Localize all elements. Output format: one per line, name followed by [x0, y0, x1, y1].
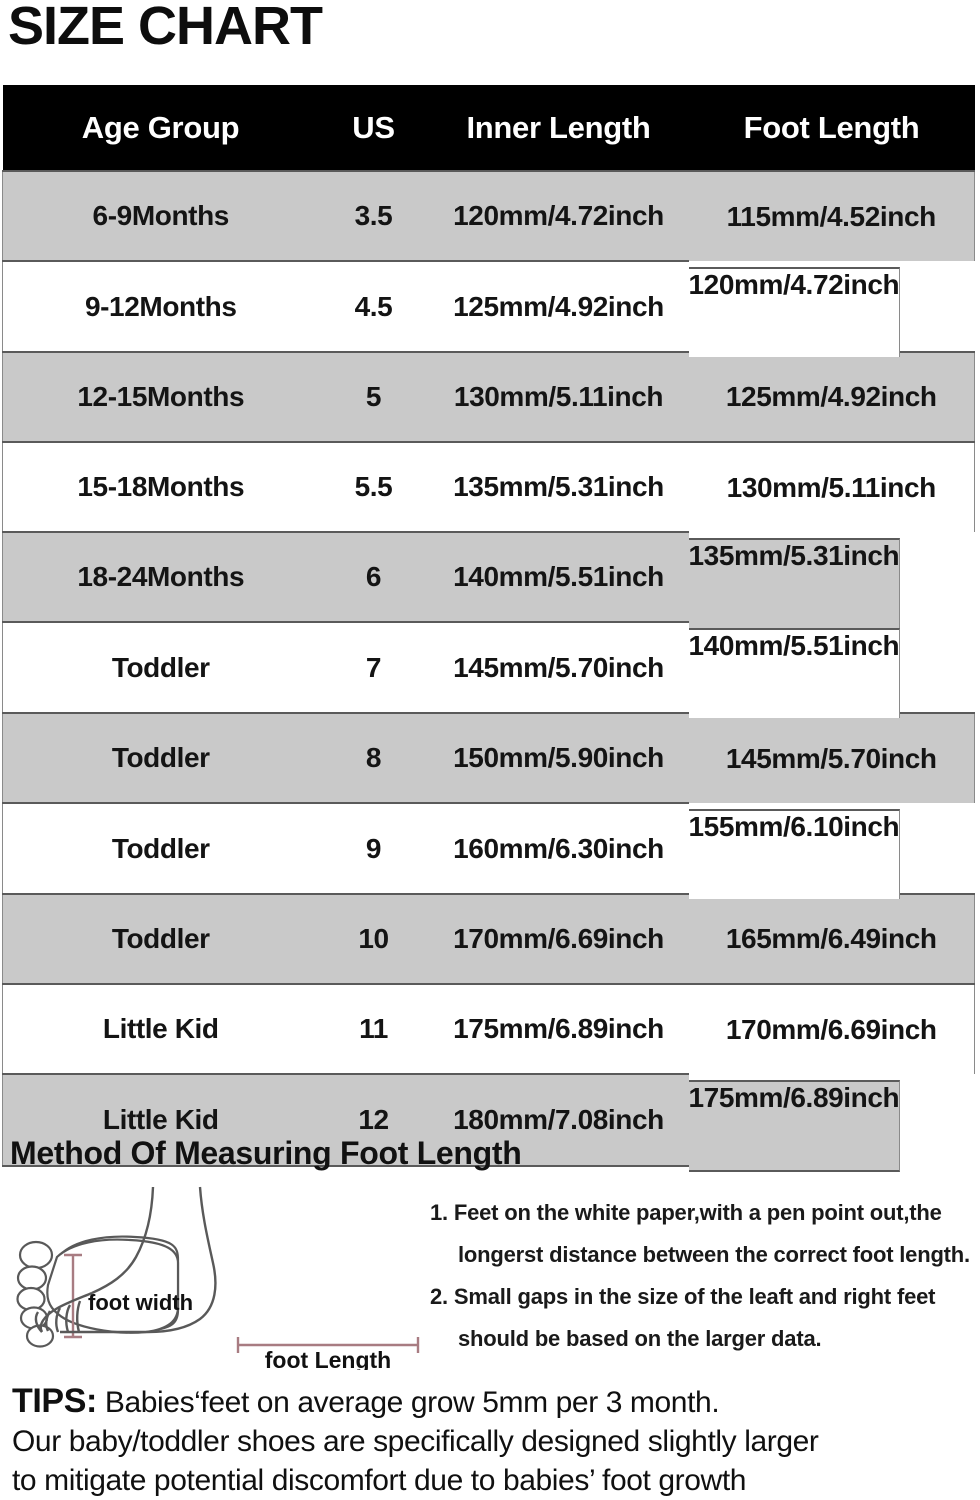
- cell-us: 8: [318, 712, 429, 803]
- cell-age-group: Toddler: [2, 893, 319, 984]
- column-header-us: US: [352, 109, 395, 145]
- foot-length-label: foot Length: [265, 1347, 391, 1370]
- cell-age-group: 12-15Months: [2, 351, 319, 442]
- column-header-inner-length: Inner Length: [466, 109, 651, 145]
- table-body: 6-9Months 3.5 120mm/4.72inch 115mm/4.52i…: [2, 170, 975, 1172]
- cell-us: 5.5: [318, 441, 429, 532]
- cell-foot-length: 145mm/5.70inch: [688, 712, 975, 803]
- cell-age-group: Toddler: [2, 802, 319, 894]
- cell-us: 10: [318, 893, 429, 984]
- cell-foot-length: 170mm/6.69inch: [688, 983, 975, 1074]
- cell-foot-length: 165mm/6.49inch: [688, 893, 975, 984]
- table-row: Little Kid 12 180mm/7.08inch 175mm/6.89i…: [2, 1073, 975, 1172]
- cell-inner-length: 170mm/6.69inch: [428, 893, 689, 984]
- cell-us: 5: [318, 351, 429, 442]
- tips-text-1: Babies‘feet on average grow 5mm per 3 mo…: [104, 1386, 720, 1419]
- cell-foot-length: 130mm/5.11inch: [688, 441, 975, 532]
- cell-inner-length: 180mm/7.08inch: [428, 1073, 689, 1167]
- cell-foot-length: 135mm/5.31inch: [688, 538, 901, 628]
- measurement-instructions: 1. Feet on the white paper,with a pen po…: [430, 1192, 975, 1360]
- table-row: Toddler 7 145mm/5.70inch 140mm/5.51inch: [2, 621, 975, 718]
- table-row: 6-9Months 3.5 120mm/4.72inch 115mm/4.52i…: [2, 170, 975, 261]
- table-row: Toddler 8 150mm/5.90inch 145mm/5.70inch: [2, 712, 975, 803]
- table-row: 18-24Months 6 140mm/5.51inch 135mm/5.31i…: [2, 531, 975, 628]
- table-row: Little Kid 11 175mm/6.89inch 170mm/6.69i…: [2, 983, 975, 1074]
- cell-inner-length: 130mm/5.11inch: [428, 351, 689, 442]
- foot-width-label: foot width: [88, 1290, 193, 1315]
- cell-age-group: 6-9Months: [2, 170, 319, 261]
- cell-us: 6: [318, 531, 429, 622]
- cell-foot-length: 125mm/4.92inch: [688, 351, 975, 442]
- table-row: Toddler 9 160mm/6.30inch 155mm/6.10inch: [2, 802, 975, 899]
- tips-label: TIPS:: [12, 1382, 97, 1420]
- cell-inner-length: 145mm/5.70inch: [428, 621, 689, 713]
- cell-us: 11: [318, 983, 429, 1074]
- table-row: 15-18Months 5.5 135mm/5.31inch 130mm/5.1…: [2, 441, 975, 532]
- table-row: 9-12Months 4.5 125mm/4.92inch 120mm/4.72…: [2, 260, 975, 357]
- tips-line-3: to mitigate potential discomfort due to …: [12, 1464, 747, 1497]
- foot-width-measure-line: [64, 1253, 82, 1339]
- cell-foot-length: 120mm/4.72inch: [688, 267, 901, 357]
- cell-inner-length: 140mm/5.51inch: [428, 531, 689, 622]
- cell-inner-length: 150mm/5.90inch: [428, 712, 689, 803]
- cell-age-group: 9-12Months: [2, 260, 319, 352]
- cell-us: 12: [318, 1073, 429, 1167]
- table-header-row: Age Group US Inner Length Foot Length: [2, 85, 975, 171]
- tips-section: TIPS: Babies‘feet on average grow 5mm pe…: [12, 1382, 972, 1500]
- cell-age-group: 18-24Months: [2, 531, 319, 622]
- table-row: Toddler 10 170mm/6.69inch 165mm/6.49inch: [2, 893, 975, 984]
- cell-us: 9: [318, 802, 429, 894]
- cell-foot-length: 155mm/6.10inch: [688, 809, 901, 899]
- foot-length-diagram: [34, 1186, 217, 1334]
- cell-inner-length: 125mm/4.92inch: [428, 260, 689, 352]
- cell-us: 4.5: [318, 260, 429, 352]
- cell-inner-length: 175mm/6.89inch: [428, 983, 689, 1074]
- cell-foot-length: 115mm/4.52inch: [688, 170, 975, 261]
- foot-measurement-diagrams: foot width foot Length: [0, 1185, 430, 1373]
- cell-us: 3.5: [318, 170, 429, 261]
- cell-age-group: Toddler: [2, 712, 319, 803]
- cell-foot-length: 140mm/5.51inch: [688, 628, 901, 718]
- column-header-age-group: Age Group: [81, 109, 240, 145]
- column-header-foot-length: Foot Length: [743, 109, 920, 145]
- cell-age-group: Toddler: [2, 621, 319, 713]
- cell-us: 7: [318, 621, 429, 713]
- cell-age-group: Little Kid: [2, 1073, 319, 1167]
- tips-line-2: Our baby/toddler shoes are specifically …: [12, 1425, 819, 1458]
- cell-age-group: Little Kid: [2, 983, 319, 1074]
- cell-age-group: 15-18Months: [2, 441, 319, 532]
- cell-inner-length: 135mm/5.31inch: [428, 441, 689, 532]
- tips-line-1: TIPS: Babies‘feet on average grow 5mm pe…: [12, 1382, 972, 1422]
- instruction-line-2: longerst distance between the correct fo…: [458, 1242, 970, 1267]
- foot-length-measure-line: [236, 1337, 420, 1353]
- cell-inner-length: 160mm/6.30inch: [428, 802, 689, 894]
- page-title: SIZE CHART: [8, 0, 323, 56]
- instruction-line-3: 2. Small gaps in the size of the leaft a…: [430, 1284, 936, 1309]
- instruction-line-4: should be based on the larger data.: [458, 1326, 822, 1351]
- cell-inner-length: 120mm/4.72inch: [428, 170, 689, 261]
- cell-foot-length: 175mm/6.89inch: [688, 1080, 901, 1172]
- instruction-line-1: 1. Feet on the white paper,with a pen po…: [430, 1200, 942, 1225]
- table-row: 12-15Months 5 130mm/5.11inch 125mm/4.92i…: [2, 351, 975, 442]
- method-section-heading: Method Of Measuring Foot Length: [10, 1135, 522, 1171]
- size-chart-table: Age Group US Inner Length Foot Length 6-…: [2, 85, 975, 1172]
